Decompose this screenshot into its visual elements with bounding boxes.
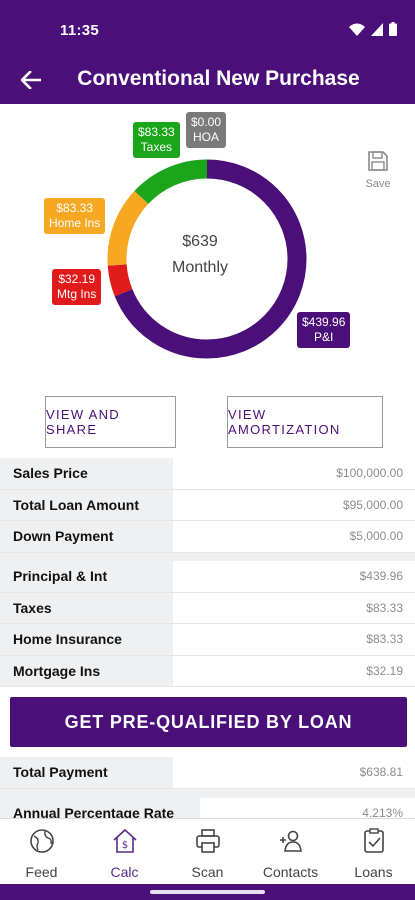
table-row: Total Payment $638.81 [0, 757, 415, 789]
nav-feed-label: Feed [25, 864, 58, 880]
gesture-bar [0, 884, 415, 900]
label-mtg-ins: $32.19 Mtg Ins [52, 269, 102, 305]
row-value: $32.19 [366, 663, 403, 678]
arrow-left-icon [21, 71, 41, 89]
totals-table: Total Payment $638.81 [0, 757, 415, 789]
save-button[interactable]: Save [361, 150, 395, 190]
table-row: Mortgage Ins $32.19 [0, 655, 415, 687]
nav-scan-label: Scan [191, 864, 224, 880]
nav-calc[interactable]: $ Calc [83, 819, 166, 884]
label-home-ins-name: Home Ins [49, 216, 101, 230]
donut-slice-taxes [107, 159, 307, 359]
house-dollar-icon: $ [112, 828, 137, 853]
label-hoa-name: HOA [193, 130, 220, 144]
row-value: $638.81 [359, 765, 403, 780]
status-bar: 11:35 [0, 0, 415, 56]
table-row: Taxes $83.33 [0, 592, 415, 624]
app-header: Conventional New Purchase [0, 56, 415, 104]
label-hoa: $0.00 HOA [186, 112, 227, 148]
donut-slice-home-ins [107, 159, 307, 359]
row-value: $83.33 [366, 632, 403, 647]
page-title: Conventional New Purchase [77, 67, 360, 90]
status-icons [349, 22, 397, 36]
nav-contacts[interactable]: Contacts [249, 819, 332, 884]
table-row: Down Payment $5,000.00 [0, 521, 415, 553]
label-taxes: $83.33 Taxes [133, 122, 180, 158]
row-label: Principal & Int [0, 561, 173, 592]
wifi-icon [349, 23, 365, 36]
table-row: Total Loan Amount $95,000.00 [0, 489, 415, 521]
printer-icon [195, 829, 220, 853]
label-mtg-ins-name: Mtg Ins [57, 287, 97, 301]
nav-loans[interactable]: Loans [332, 819, 415, 884]
label-taxes-name: Taxes [140, 140, 173, 154]
row-label: Total Loan Amount [0, 489, 173, 520]
label-pi-name: P&I [314, 330, 334, 344]
chart-center: $639 Monthly [135, 229, 265, 281]
view-amortization-button[interactable]: VIEW AMORTIZATION [227, 396, 383, 448]
label-pi-amount: $439.96 [302, 315, 346, 329]
label-hoa-amount: $0.00 [191, 115, 222, 129]
row-value: $95,000.00 [342, 497, 403, 512]
table-row: Principal & Int $439.96 [0, 561, 415, 593]
signal-icon [371, 22, 383, 36]
table-row: Sales Price $100,000.00 [0, 458, 415, 490]
nav-loans-label: Loans [354, 864, 393, 880]
row-label: Mortgage Ins [0, 655, 173, 686]
label-taxes-amount: $83.33 [138, 125, 175, 139]
label-home-ins: $83.33 Home Ins [44, 198, 106, 234]
home-gesture-pill[interactable] [150, 890, 265, 894]
table-row: Home Insurance $83.33 [0, 624, 415, 656]
nav-scan[interactable]: Scan [166, 819, 249, 884]
section-divider [0, 789, 415, 798]
row-label: Down Payment [0, 521, 173, 552]
row-value: $100,000.00 [336, 466, 403, 481]
monthly-amount: $639 [182, 233, 218, 250]
save-label: Save [365, 178, 391, 190]
status-time: 11:35 [60, 22, 100, 39]
payment-chart: $639 Monthly $83.33 Taxes $0.00 HOA $83.… [0, 104, 415, 384]
back-button[interactable] [16, 65, 46, 95]
battery-icon [389, 22, 397, 36]
label-home-ins-amount: $83.33 [56, 201, 94, 215]
get-prequalified-button[interactable]: GET PRE-QUALIFIED BY LOAN [10, 697, 407, 747]
contacts-icon [279, 830, 302, 852]
nav-contacts-label: Contacts [262, 864, 319, 880]
row-label: Total Payment [0, 757, 173, 788]
row-value: 4.213% [362, 806, 403, 821]
payment-breakdown-table: Principal & Int $439.96 Taxes $83.33 Hom… [0, 561, 415, 687]
row-value: $439.96 [359, 569, 403, 584]
clipboard-check-icon [363, 828, 384, 853]
label-pi: $439.96 P&I [297, 312, 351, 348]
nav-feed[interactable]: Feed [0, 819, 83, 884]
row-label: Home Insurance [0, 624, 173, 655]
row-label: Sales Price [0, 458, 173, 489]
loan-summary-table: Sales Price $100,000.00 Total Loan Amoun… [0, 458, 415, 553]
monthly-label: Monthly [171, 259, 229, 276]
donut-chart [107, 159, 307, 359]
nav-calc-label: Calc [110, 864, 139, 880]
globe-icon [29, 829, 54, 853]
bottom-navigation: Feed $ Calc Scan Contacts [0, 818, 415, 884]
section-divider [0, 553, 415, 561]
view-and-share-button[interactable]: VIEW AND SHARE [45, 396, 176, 448]
label-mtg-ins-amount: $32.19 [58, 272, 96, 286]
row-value: $83.33 [366, 600, 403, 615]
row-value: $5,000.00 [349, 529, 403, 544]
svg-text:$: $ [121, 840, 127, 851]
row-label: Taxes [0, 592, 173, 623]
floppy-disk-icon [368, 151, 388, 171]
